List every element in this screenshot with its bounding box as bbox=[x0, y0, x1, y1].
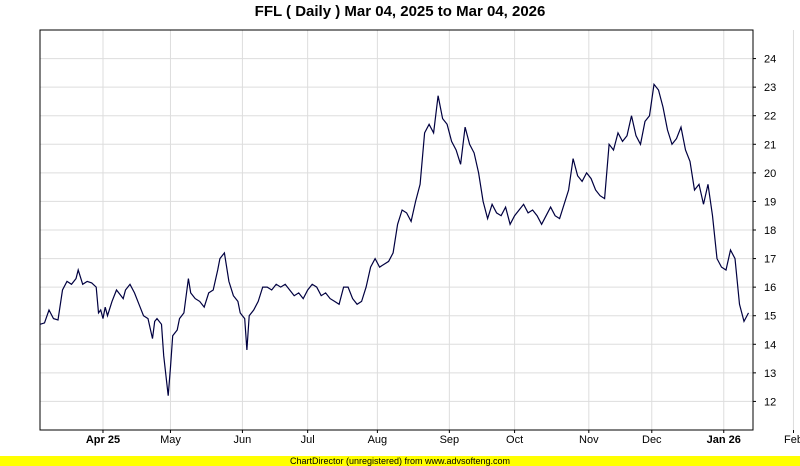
x-tick-label: Apr 25 bbox=[86, 434, 120, 446]
y-tick-label: 21 bbox=[764, 139, 776, 151]
x-tick-label: Jan 26 bbox=[707, 434, 741, 446]
y-tick-label: 16 bbox=[764, 282, 776, 294]
x-tick-label: Sep bbox=[440, 434, 460, 446]
y-axis: 12 13 14 15 16 17 18 19 20 21 22 23 24 bbox=[753, 54, 776, 408]
y-tick-label: 24 bbox=[764, 54, 776, 66]
y-tick-label: 13 bbox=[764, 368, 776, 380]
x-tick-label: Aug bbox=[368, 434, 388, 446]
y-tick-label: 23 bbox=[764, 82, 776, 94]
y-tick-label: 12 bbox=[764, 396, 776, 408]
footer-credit: ChartDirector (unregistered) from www.ad… bbox=[0, 456, 800, 466]
y-tick-label: 15 bbox=[764, 311, 776, 323]
chart-title: FFL ( Daily ) Mar 04, 2025 to Mar 04, 20… bbox=[254, 3, 546, 20]
grid-layer bbox=[40, 30, 794, 430]
y-tick-label: 14 bbox=[764, 339, 776, 351]
y-tick-label: 17 bbox=[764, 254, 776, 266]
y-tick-label: 18 bbox=[764, 225, 776, 237]
y-tick-label: 19 bbox=[764, 196, 776, 208]
price-line bbox=[39, 82, 750, 396]
y-tick-label: 22 bbox=[764, 111, 776, 123]
x-tick-label: Oct bbox=[506, 434, 523, 446]
x-tick-label: Dec bbox=[642, 434, 662, 446]
x-tick-label: Feb bbox=[784, 434, 800, 446]
x-tick-label: May bbox=[160, 434, 181, 446]
x-tick-label: Nov bbox=[579, 434, 599, 446]
y-tick-label: 20 bbox=[764, 168, 776, 180]
x-tick-label: Jul bbox=[301, 434, 315, 446]
x-tick-label: Jun bbox=[234, 434, 252, 446]
